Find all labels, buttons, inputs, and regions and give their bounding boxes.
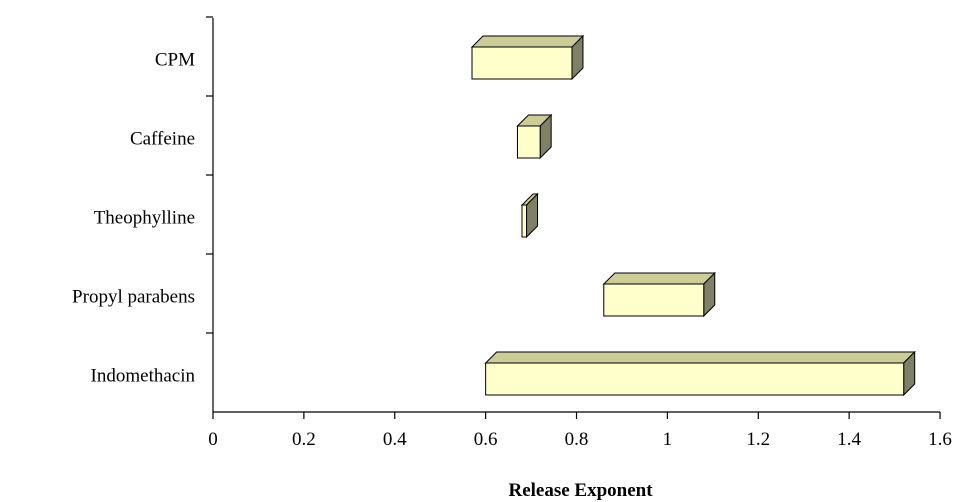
range-bar xyxy=(516,113,553,160)
y-category-label: Propyl parabens xyxy=(72,287,195,308)
range-bar-front xyxy=(603,283,705,317)
ticks xyxy=(206,16,941,419)
y-category-label: CPM xyxy=(155,50,195,71)
range-bar xyxy=(470,34,585,81)
x-tick-label: 1.6 xyxy=(928,429,952,450)
range-bar xyxy=(602,271,716,318)
x-tick-label: 1.2 xyxy=(746,429,770,450)
x-tick-label: 0.8 xyxy=(565,429,589,450)
range-bar-top xyxy=(484,351,916,364)
range-bar-top xyxy=(602,272,716,285)
range-bar-front xyxy=(521,204,528,238)
x-tick-label: 0.2 xyxy=(292,429,316,450)
range-bar-top xyxy=(470,35,585,48)
range-bar-front xyxy=(485,362,905,396)
y-category-label: Caffeine xyxy=(130,129,195,150)
range-bar xyxy=(520,192,539,239)
range-bar-front xyxy=(516,125,541,159)
range-bar-front xyxy=(471,46,573,80)
y-category-label: Theophylline xyxy=(94,208,195,229)
labels: 0 0.2 0.4 0.6 0.8 1 1.2 1.4 1.6 CPM Caffeine Theoph… xyxy=(72,50,952,451)
x-tick-label: 0.6 xyxy=(474,429,498,450)
x-tick-label: 0 xyxy=(208,429,218,450)
bars xyxy=(470,34,916,397)
y-category-label: Indomethacin xyxy=(91,366,196,387)
x-tick-label: 0.4 xyxy=(383,429,407,450)
x-axis-title: Release Exponent xyxy=(508,480,653,501)
range-bar xyxy=(484,350,916,397)
x-tick-label: 1 xyxy=(663,429,673,450)
x-tick-label: 1.4 xyxy=(837,429,861,450)
